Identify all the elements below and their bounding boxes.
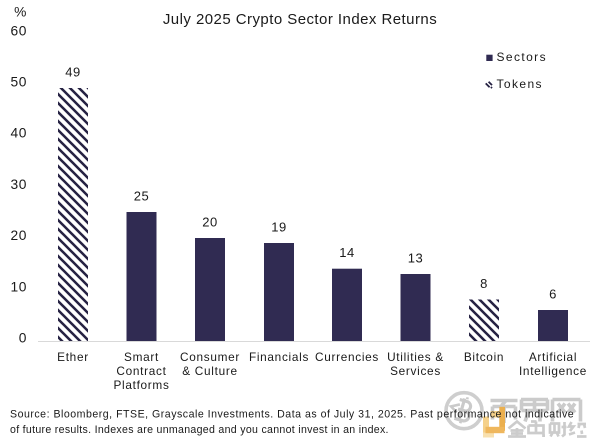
svg-text:50: 50: [10, 75, 27, 90]
svg-text:8: 8: [480, 276, 488, 291]
svg-text:Ether: Ether: [57, 350, 89, 364]
svg-text:Utilities &: Utilities &: [387, 350, 444, 364]
svg-text:49: 49: [65, 65, 80, 80]
svg-text:30: 30: [10, 177, 27, 192]
svg-text:Tokens: Tokens: [497, 77, 543, 91]
svg-text:25: 25: [134, 189, 149, 204]
svg-text:14: 14: [339, 245, 354, 260]
svg-text:60: 60: [10, 24, 27, 39]
svg-text:Intelligence: Intelligence: [519, 364, 587, 378]
svg-text:& Culture: & Culture: [182, 364, 237, 378]
svg-text:40: 40: [10, 126, 27, 141]
svg-text:Financials: Financials: [249, 350, 309, 364]
svg-text:13: 13: [408, 251, 423, 266]
svg-text:Services: Services: [390, 364, 441, 378]
svg-text:July 2025 Crypto Sector Index: July 2025 Crypto Sector Index Returns: [163, 11, 437, 28]
svg-text:Source: Bloomberg, FTSE, Grays: Source: Bloomberg, FTSE, Grayscale Inves…: [10, 409, 574, 421]
svg-text:Platforms: Platforms: [113, 378, 169, 392]
svg-text:Consumer: Consumer: [180, 350, 240, 364]
svg-text:Sectors: Sectors: [497, 50, 547, 64]
svg-text:Bitcoin: Bitcoin: [464, 350, 504, 364]
svg-text:6: 6: [549, 287, 557, 302]
svg-text:of future results. Indexes are: of future results. Indexes are unmanaged…: [10, 424, 389, 436]
svg-text:Contract: Contract: [116, 364, 166, 378]
svg-text:10: 10: [10, 279, 27, 294]
svg-text:19: 19: [271, 220, 286, 235]
svg-text:20: 20: [202, 215, 217, 230]
svg-text:Smart: Smart: [124, 350, 159, 364]
svg-text:0: 0: [19, 331, 27, 346]
svg-text:Artificial: Artificial: [529, 350, 577, 364]
svg-text:%: %: [14, 5, 27, 20]
svg-text:Currencies: Currencies: [315, 350, 379, 364]
svg-text:20: 20: [10, 228, 27, 243]
